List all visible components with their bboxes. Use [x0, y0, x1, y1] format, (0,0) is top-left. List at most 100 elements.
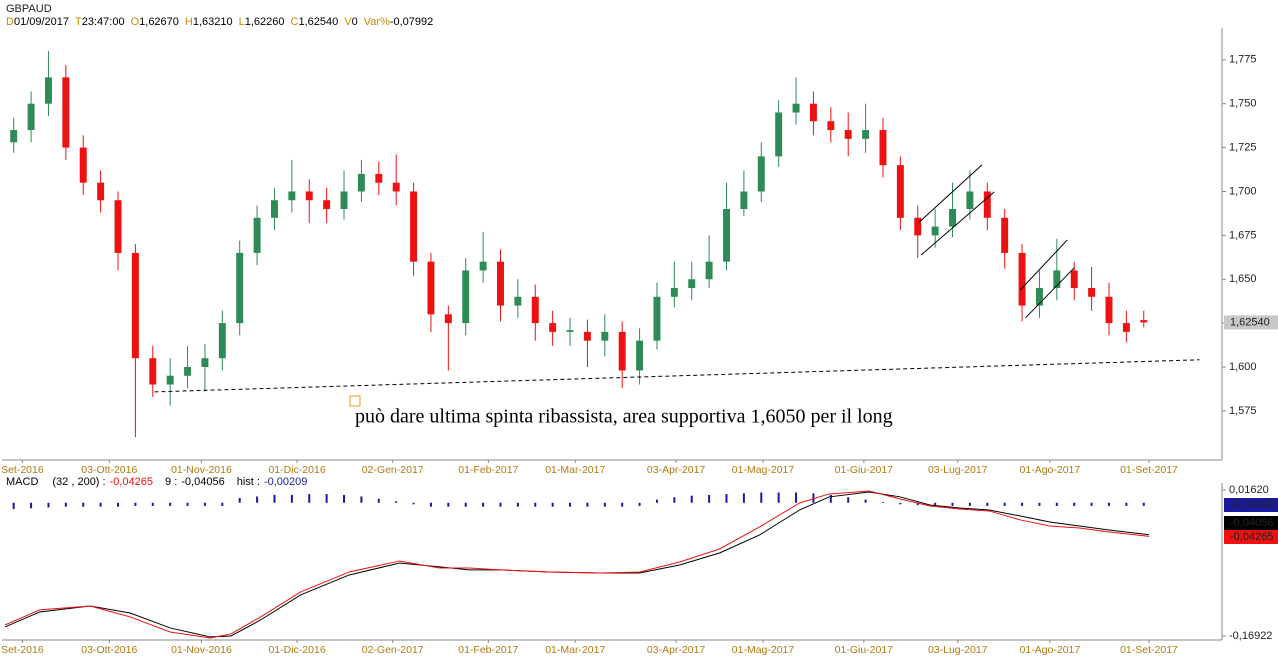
- hist-bar: [1003, 502, 1006, 506]
- hist-bar: [203, 502, 206, 506]
- hist-bar: [864, 499, 867, 503]
- hist-bar: [742, 493, 745, 503]
- candle-body: [1122, 323, 1130, 332]
- macd-line: [4, 491, 1150, 638]
- candle-body: [514, 296, 522, 306]
- x-tick-label: 01-Giu-2017: [835, 464, 894, 476]
- hist-bar: [47, 502, 50, 508]
- hist-bar: [464, 502, 467, 507]
- hist-bar: [968, 502, 971, 506]
- candle-body: [1105, 296, 1113, 324]
- header-value: 1,63210: [193, 16, 233, 28]
- candle-body: [357, 173, 365, 192]
- x-tick-label: 01-Mag-2017: [732, 464, 795, 476]
- x-tick-label: 01-Nov-2016: [171, 464, 232, 476]
- hist-bar: [273, 494, 276, 503]
- hist-bar: [256, 496, 259, 503]
- x-tick-label: 03-Ott-2016: [81, 464, 137, 476]
- candle-body: [792, 103, 800, 113]
- hist-bar: [377, 498, 380, 503]
- macd-macd-value: -0,04265: [110, 476, 153, 488]
- candle-body: [653, 296, 661, 341]
- hist-bar: [586, 502, 589, 507]
- header-value: 01/09/2017: [14, 16, 69, 28]
- macd-header: MACD (32 , 200) : -0,04265 9 : -0,04056 hist …: [6, 476, 307, 488]
- candle-body: [114, 200, 122, 253]
- candle-body: [1053, 270, 1061, 288]
- hist-bar: [82, 502, 85, 507]
- header-key: V: [344, 16, 352, 28]
- candle-body: [757, 156, 765, 192]
- hist-bar: [186, 502, 189, 506]
- hist-bar: [1090, 502, 1093, 506]
- hist-bar: [1021, 502, 1024, 506]
- header-value: 1,62260: [245, 16, 285, 28]
- x-tick-label: 03-Ott-2016: [81, 644, 137, 656]
- header-value: 1,62540: [298, 16, 338, 28]
- candle-body: [1088, 288, 1096, 297]
- x-tick-label: 01-Set-2017: [1120, 464, 1178, 476]
- y-tick-label: 1,650: [1229, 273, 1257, 285]
- channel-line: [920, 191, 995, 256]
- candle-body: [983, 191, 991, 218]
- value-box: [1224, 516, 1278, 530]
- header-key: O: [131, 16, 140, 28]
- candle-body: [323, 200, 331, 210]
- header-value: -0,07992: [390, 16, 433, 28]
- hist-bar: [551, 502, 554, 507]
- hist-bar: [395, 501, 398, 503]
- candle-body: [427, 261, 435, 315]
- candle-body: [827, 121, 835, 131]
- header-value: 23:47:00: [82, 16, 125, 28]
- hist-bar: [569, 502, 572, 507]
- x-tick-label: 01-Mag-2017: [732, 644, 795, 656]
- x-tick-label: 01-Ago-2017: [1020, 644, 1081, 656]
- hist-bar: [795, 492, 798, 503]
- hist-bar: [638, 502, 641, 506]
- hist-bar: [1038, 502, 1041, 506]
- macd-title: MACD: [6, 476, 38, 488]
- candle-body: [670, 288, 678, 297]
- candle-body: [549, 323, 557, 332]
- candle-body: [1035, 288, 1043, 306]
- y-tick-label: 1,750: [1229, 98, 1257, 110]
- value-box-label: -0,04056: [1230, 517, 1273, 529]
- x-tick-label: 01-Feb-2017: [458, 464, 518, 476]
- candle-body: [931, 226, 939, 236]
- hist-bar: [1125, 502, 1128, 506]
- channel-line: [1019, 239, 1068, 291]
- note-marker: [349, 395, 361, 407]
- candle-body: [775, 112, 783, 157]
- x-tick-label: 01-Ago-2017: [1020, 464, 1081, 476]
- hist-bar: [499, 502, 502, 507]
- value-box-label: -0,00209: [1230, 499, 1273, 511]
- hist-bar: [899, 502, 902, 505]
- candle-body: [236, 252, 244, 324]
- candle-body: [305, 191, 313, 201]
- value-box: [1224, 530, 1278, 544]
- x-tick-label: 01-Giu-2017: [835, 644, 894, 656]
- hist-bar: [290, 494, 293, 503]
- hist-bar: [812, 493, 815, 503]
- candle-body: [636, 340, 644, 371]
- candle-body: [1001, 217, 1009, 253]
- hist-bar: [621, 502, 624, 507]
- candle-body: [462, 270, 470, 324]
- y-tick-label: 0,01620: [1229, 484, 1269, 496]
- x-tick-label: 01-Set-2017: [1120, 644, 1178, 656]
- candle-body: [705, 261, 713, 280]
- header-value: 1,62670: [139, 16, 179, 28]
- candle-body: [201, 358, 209, 367]
- candle-body: [966, 191, 974, 210]
- candle-body: [601, 331, 609, 341]
- x-tick-label: 03-Lug-2017: [928, 644, 988, 656]
- x-tick-label: 03-Apr-2017: [647, 644, 706, 656]
- header-key: T: [75, 16, 82, 28]
- candle-body: [149, 358, 157, 385]
- y-tick-label: 1,700: [1229, 185, 1257, 197]
- hist-bar: [429, 502, 432, 507]
- candle-body: [10, 130, 18, 143]
- hist-bar: [1107, 502, 1110, 506]
- hist-bar: [690, 495, 693, 503]
- x-tick-label: Set-2016: [1, 644, 44, 656]
